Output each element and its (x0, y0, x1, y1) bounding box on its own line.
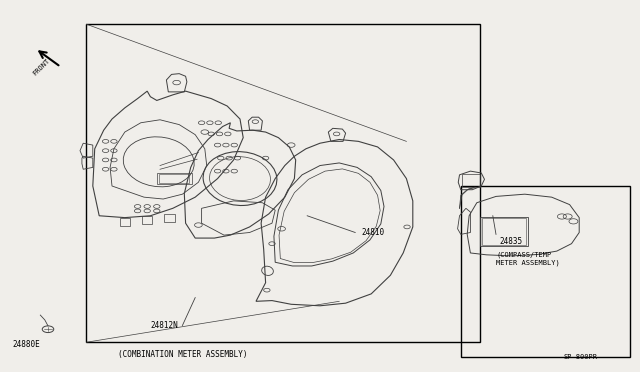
Text: METER ASSEMBLY): METER ASSEMBLY) (496, 259, 560, 266)
Text: 24812N: 24812N (150, 321, 178, 330)
Bar (480, 217, 528, 246)
Text: SP-800PR: SP-800PR (563, 354, 597, 360)
Bar (462, 174, 480, 187)
Text: 24880E: 24880E (13, 340, 40, 349)
Text: FRONT: FRONT (32, 57, 51, 76)
Text: (COMPASS/TEMP: (COMPASS/TEMP (496, 251, 551, 258)
Bar (461, 186, 630, 357)
Bar (157, 173, 192, 184)
Text: 24835: 24835 (499, 237, 522, 246)
Bar (86, 24, 480, 342)
Text: (COMBINATION METER ASSEMBLY): (COMBINATION METER ASSEMBLY) (118, 350, 248, 359)
Bar (159, 174, 189, 183)
Text: 24810: 24810 (362, 228, 385, 237)
Bar (482, 218, 526, 245)
